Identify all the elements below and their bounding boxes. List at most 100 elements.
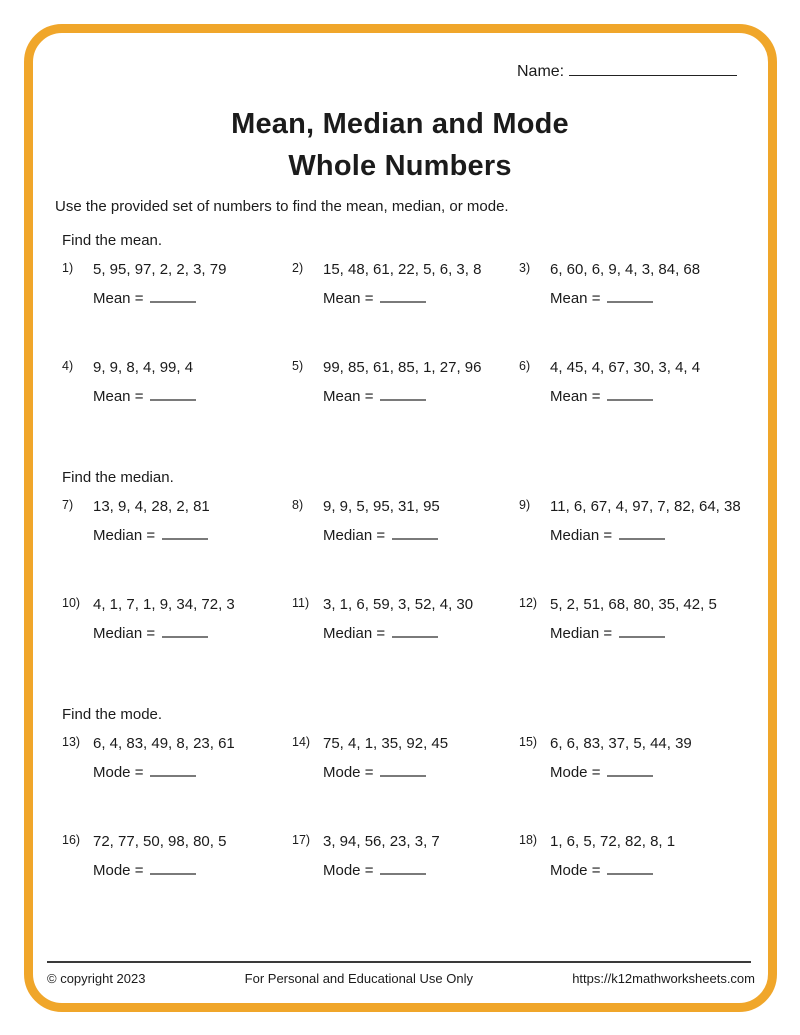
number-set: 75, 4, 1, 35, 92, 45 xyxy=(323,735,449,752)
problem-number: 10) xyxy=(62,596,81,610)
number-set: 9, 9, 8, 4, 99, 4 xyxy=(93,359,194,376)
answer-blank-line[interactable] xyxy=(607,385,654,401)
problem-16: 16) 72, 77, 50, 98, 80, 5 Mode = xyxy=(62,832,294,881)
name-input-line[interactable] xyxy=(569,59,738,76)
problem-body: 5, 95, 97, 2, 2, 3, 79 Mean = xyxy=(93,260,226,309)
problem-number: 13) xyxy=(62,735,81,749)
answer-label: Mode = xyxy=(93,764,144,781)
problem-body: 99, 85, 61, 85, 1, 27, 96 Mean = xyxy=(323,358,481,407)
answer-blank-line[interactable] xyxy=(380,385,427,401)
problem-number: 16) xyxy=(62,833,81,847)
number-set: 4, 1, 7, 1, 9, 34, 72, 3 xyxy=(93,596,235,613)
number-set: 3, 1, 6, 59, 3, 52, 4, 30 xyxy=(323,596,474,613)
problem-4: 4) 9, 9, 8, 4, 99, 4 Mean = xyxy=(62,358,294,407)
problem-body: 6, 4, 83, 49, 8, 23, 61 Mode = xyxy=(93,734,235,783)
number-set: 6, 4, 83, 49, 8, 23, 61 xyxy=(93,735,235,752)
answer-blank-line[interactable] xyxy=(607,761,654,777)
answer-blank-line[interactable] xyxy=(380,761,427,777)
problem-body: 9, 9, 8, 4, 99, 4 Mean = xyxy=(93,358,197,407)
answer-blank-line[interactable] xyxy=(150,287,197,303)
answer-row: Mean = xyxy=(93,385,197,407)
answer-label: Mode = xyxy=(323,862,374,879)
problem-number: 17) xyxy=(292,833,311,847)
answer-blank-line[interactable] xyxy=(392,524,439,540)
number-set: 9, 9, 5, 95, 31, 95 xyxy=(323,498,440,515)
answer-row: Mean = xyxy=(93,287,226,309)
answer-row: Mode = xyxy=(93,761,235,783)
answer-blank-line[interactable] xyxy=(392,622,439,638)
problem-number: 6) xyxy=(519,359,531,373)
number-set: 11, 6, 67, 4, 97, 7, 82, 64, 38 xyxy=(550,498,741,515)
answer-label: Mode = xyxy=(550,764,601,781)
answer-blank-line[interactable] xyxy=(150,385,197,401)
section-mode-heading: Find the mode. xyxy=(62,706,163,723)
problem-body: 5, 2, 51, 68, 80, 35, 42, 5 Median = xyxy=(550,595,717,644)
answer-row: Mode = xyxy=(550,761,692,783)
answer-label: Mode = xyxy=(323,764,374,781)
number-set: 3, 94, 56, 23, 3, 7 xyxy=(323,833,440,850)
number-set: 13, 9, 4, 28, 2, 81 xyxy=(93,498,210,515)
number-set: 15, 48, 61, 22, 5, 6, 3, 8 xyxy=(323,261,482,278)
answer-row: Median = xyxy=(550,524,741,546)
answer-blank-line[interactable] xyxy=(162,524,209,540)
problem-number: 11) xyxy=(292,596,310,610)
answer-blank-line[interactable] xyxy=(162,622,209,638)
answer-blank-line[interactable] xyxy=(607,287,654,303)
number-set: 6, 60, 6, 9, 4, 3, 84, 68 xyxy=(550,261,701,278)
problem-body: 6, 60, 6, 9, 4, 3, 84, 68 Mean = xyxy=(550,260,700,309)
answer-blank-line[interactable] xyxy=(150,859,197,875)
problem-1: 1) 5, 95, 97, 2, 2, 3, 79 Mean = xyxy=(62,260,294,309)
section-median-heading: Find the median. xyxy=(62,469,174,486)
answer-label: Median = xyxy=(323,625,386,642)
number-set: 4, 45, 4, 67, 30, 3, 4, 4 xyxy=(550,359,701,376)
answer-blank-line[interactable] xyxy=(619,622,666,638)
answer-label: Median = xyxy=(93,625,156,642)
answer-label: Median = xyxy=(93,527,156,544)
problem-body: 1, 6, 5, 72, 82, 8, 1 Mode = xyxy=(550,832,675,881)
answer-row: Median = xyxy=(550,622,717,644)
problem-body: 3, 1, 6, 59, 3, 52, 4, 30 Median = xyxy=(323,595,473,644)
answer-blank-line[interactable] xyxy=(607,859,654,875)
problem-body: 15, 48, 61, 22, 5, 6, 3, 8 Mean = xyxy=(323,260,481,309)
answer-row: Mean = xyxy=(323,385,481,407)
answer-blank-line[interactable] xyxy=(150,761,197,777)
answer-label: Median = xyxy=(550,625,613,642)
section-mode: Find the mode. 13) 6, 4, 83, 49, 8, 23, … xyxy=(0,706,800,879)
answer-blank-line[interactable] xyxy=(380,287,427,303)
problem-5: 5) 99, 85, 61, 85, 1, 27, 96 Mean = xyxy=(292,358,524,407)
answer-label: Mean = xyxy=(323,290,374,307)
problem-number: 15) xyxy=(519,735,538,749)
footer-divider xyxy=(47,961,751,963)
problem-15: 15) 6, 6, 83, 37, 5, 44, 39 Mode = xyxy=(519,734,759,783)
problem-8: 8) 9, 9, 5, 95, 31, 95 Median = xyxy=(292,497,524,546)
problem-17: 17) 3, 94, 56, 23, 3, 7 Mode = xyxy=(292,832,524,881)
answer-row: Median = xyxy=(93,524,210,546)
problem-number: 8) xyxy=(292,498,304,512)
section-mean-heading: Find the mean. xyxy=(62,232,163,249)
problem-number: 1) xyxy=(62,261,74,275)
problem-10: 10) 4, 1, 7, 1, 9, 34, 72, 3 Median = xyxy=(62,595,294,644)
answer-blank-line[interactable] xyxy=(619,524,666,540)
problem-9: 9) 11, 6, 67, 4, 97, 7, 82, 64, 38 Media… xyxy=(519,497,759,546)
number-set: 5, 95, 97, 2, 2, 3, 79 xyxy=(93,261,227,278)
problem-number: 5) xyxy=(292,359,304,373)
problem-number: 4) xyxy=(62,359,74,373)
problem-14: 14) 75, 4, 1, 35, 92, 45 Mode = xyxy=(292,734,524,783)
problem-number: 12) xyxy=(519,596,538,610)
name-label: Name: xyxy=(517,63,565,80)
problem-number: 7) xyxy=(62,498,74,512)
section-median: Find the median. 7) 13, 9, 4, 28, 2, 81 … xyxy=(0,469,800,642)
instruction-text: Use the provided set of numbers to find … xyxy=(55,198,509,215)
page-title: Mean, Median and Mode Whole Numbers xyxy=(0,103,800,187)
answer-blank-line[interactable] xyxy=(380,859,427,875)
number-set: 72, 77, 50, 98, 80, 5 xyxy=(93,833,227,850)
page-title-line1: Mean, Median and Mode xyxy=(231,108,569,140)
name-row: Name: xyxy=(517,59,738,81)
answer-row: Mean = xyxy=(323,287,481,309)
problem-body: 3, 94, 56, 23, 3, 7 Mode = xyxy=(323,832,440,881)
answer-row: Median = xyxy=(93,622,235,644)
problem-6: 6) 4, 45, 4, 67, 30, 3, 4, 4 Mean = xyxy=(519,358,759,407)
answer-label: Mean = xyxy=(550,388,601,405)
footer: © copyright 2023 For Personal and Educat… xyxy=(47,971,755,986)
